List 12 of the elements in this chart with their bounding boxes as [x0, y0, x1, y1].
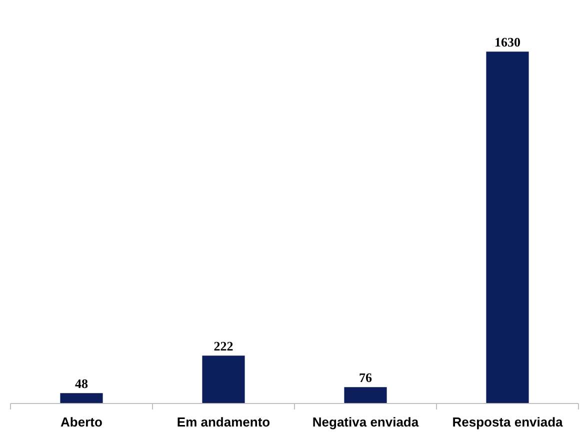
data-label: 76 — [359, 370, 372, 386]
data-label: 1630 — [494, 34, 520, 50]
x-tick-label: Em andamento — [176, 414, 270, 430]
x-tick-label: Negativa enviada — [312, 414, 420, 430]
bar — [60, 393, 103, 404]
x-tick-label: Aberto — [60, 414, 103, 430]
data-label: 48 — [75, 376, 88, 392]
data-label: 222 — [214, 338, 234, 354]
bar — [486, 52, 529, 404]
x-tick-label: Resposta enviada — [452, 414, 564, 430]
bar — [344, 387, 387, 404]
bar — [202, 356, 245, 404]
